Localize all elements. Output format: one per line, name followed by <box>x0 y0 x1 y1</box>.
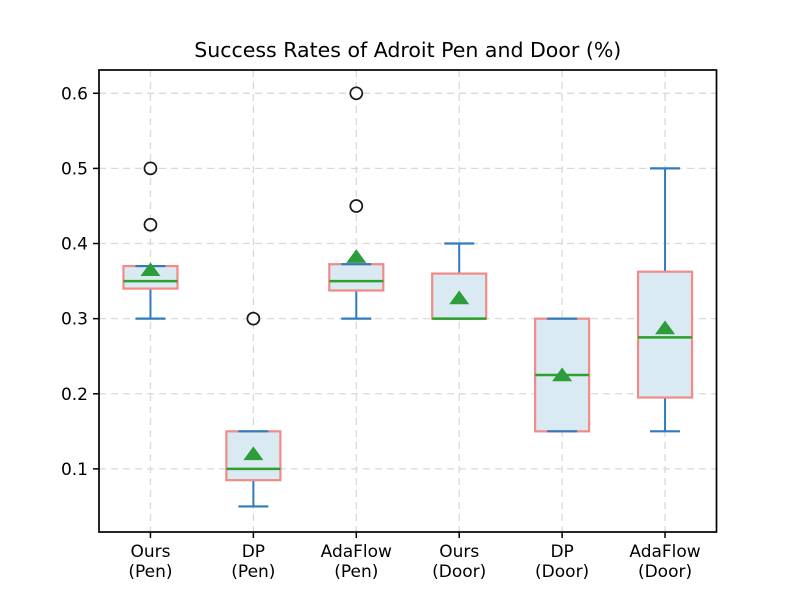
x-tick-label: AdaFlow (Door) <box>629 542 700 582</box>
box-group-4 <box>534 317 591 433</box>
grid-layer <box>99 70 717 532</box>
x-tick-label: DP (Pen) <box>231 542 275 582</box>
mean-marker <box>346 249 367 263</box>
box-group-1 <box>225 311 282 508</box>
axes-frame <box>98 69 718 533</box>
box-rect <box>328 263 385 292</box>
mean-marker <box>655 320 676 335</box>
x-tick-label: DP (Door) <box>535 542 589 582</box>
outlier-point <box>349 86 364 101</box>
box-rect <box>636 270 694 399</box>
y-tick-label: 0.2 <box>61 385 88 405</box>
outlier-point <box>349 199 364 213</box>
box-group-5 <box>636 167 694 433</box>
y-tick-label: 0.6 <box>61 84 88 104</box>
box-group-0 <box>122 161 179 320</box>
mean-marker <box>552 367 573 382</box>
y-tick-label: 0.1 <box>61 460 88 480</box>
mean-marker <box>243 446 264 461</box>
y-tick-label: 0.4 <box>61 235 88 255</box>
box-group-2 <box>328 86 385 320</box>
x-tick-label: Ours (Pen) <box>128 542 172 582</box>
x-tick-label: Ours (Door) <box>432 542 486 582</box>
y-tick-label: 0.5 <box>61 159 88 179</box>
outlier-point <box>143 217 158 232</box>
outlier-point <box>246 311 261 326</box>
chart-title: Success Rates of Adroit Pen and Door (%) <box>194 38 621 62</box>
mean-marker <box>449 290 470 305</box>
axes-layer: 0.1 0.2 0.3 0.4 0.5 0.6 Ours (Pen) DP (Pen) AdaFlo… <box>61 69 718 582</box>
box-layer <box>122 86 694 508</box>
mean-marker <box>140 262 161 277</box>
x-tick-label: AdaFlow (Pen) <box>321 542 392 582</box>
y-tick-label: 0.3 <box>61 310 88 330</box>
box-group-3 <box>431 242 488 320</box>
outlier-point <box>143 161 158 176</box>
